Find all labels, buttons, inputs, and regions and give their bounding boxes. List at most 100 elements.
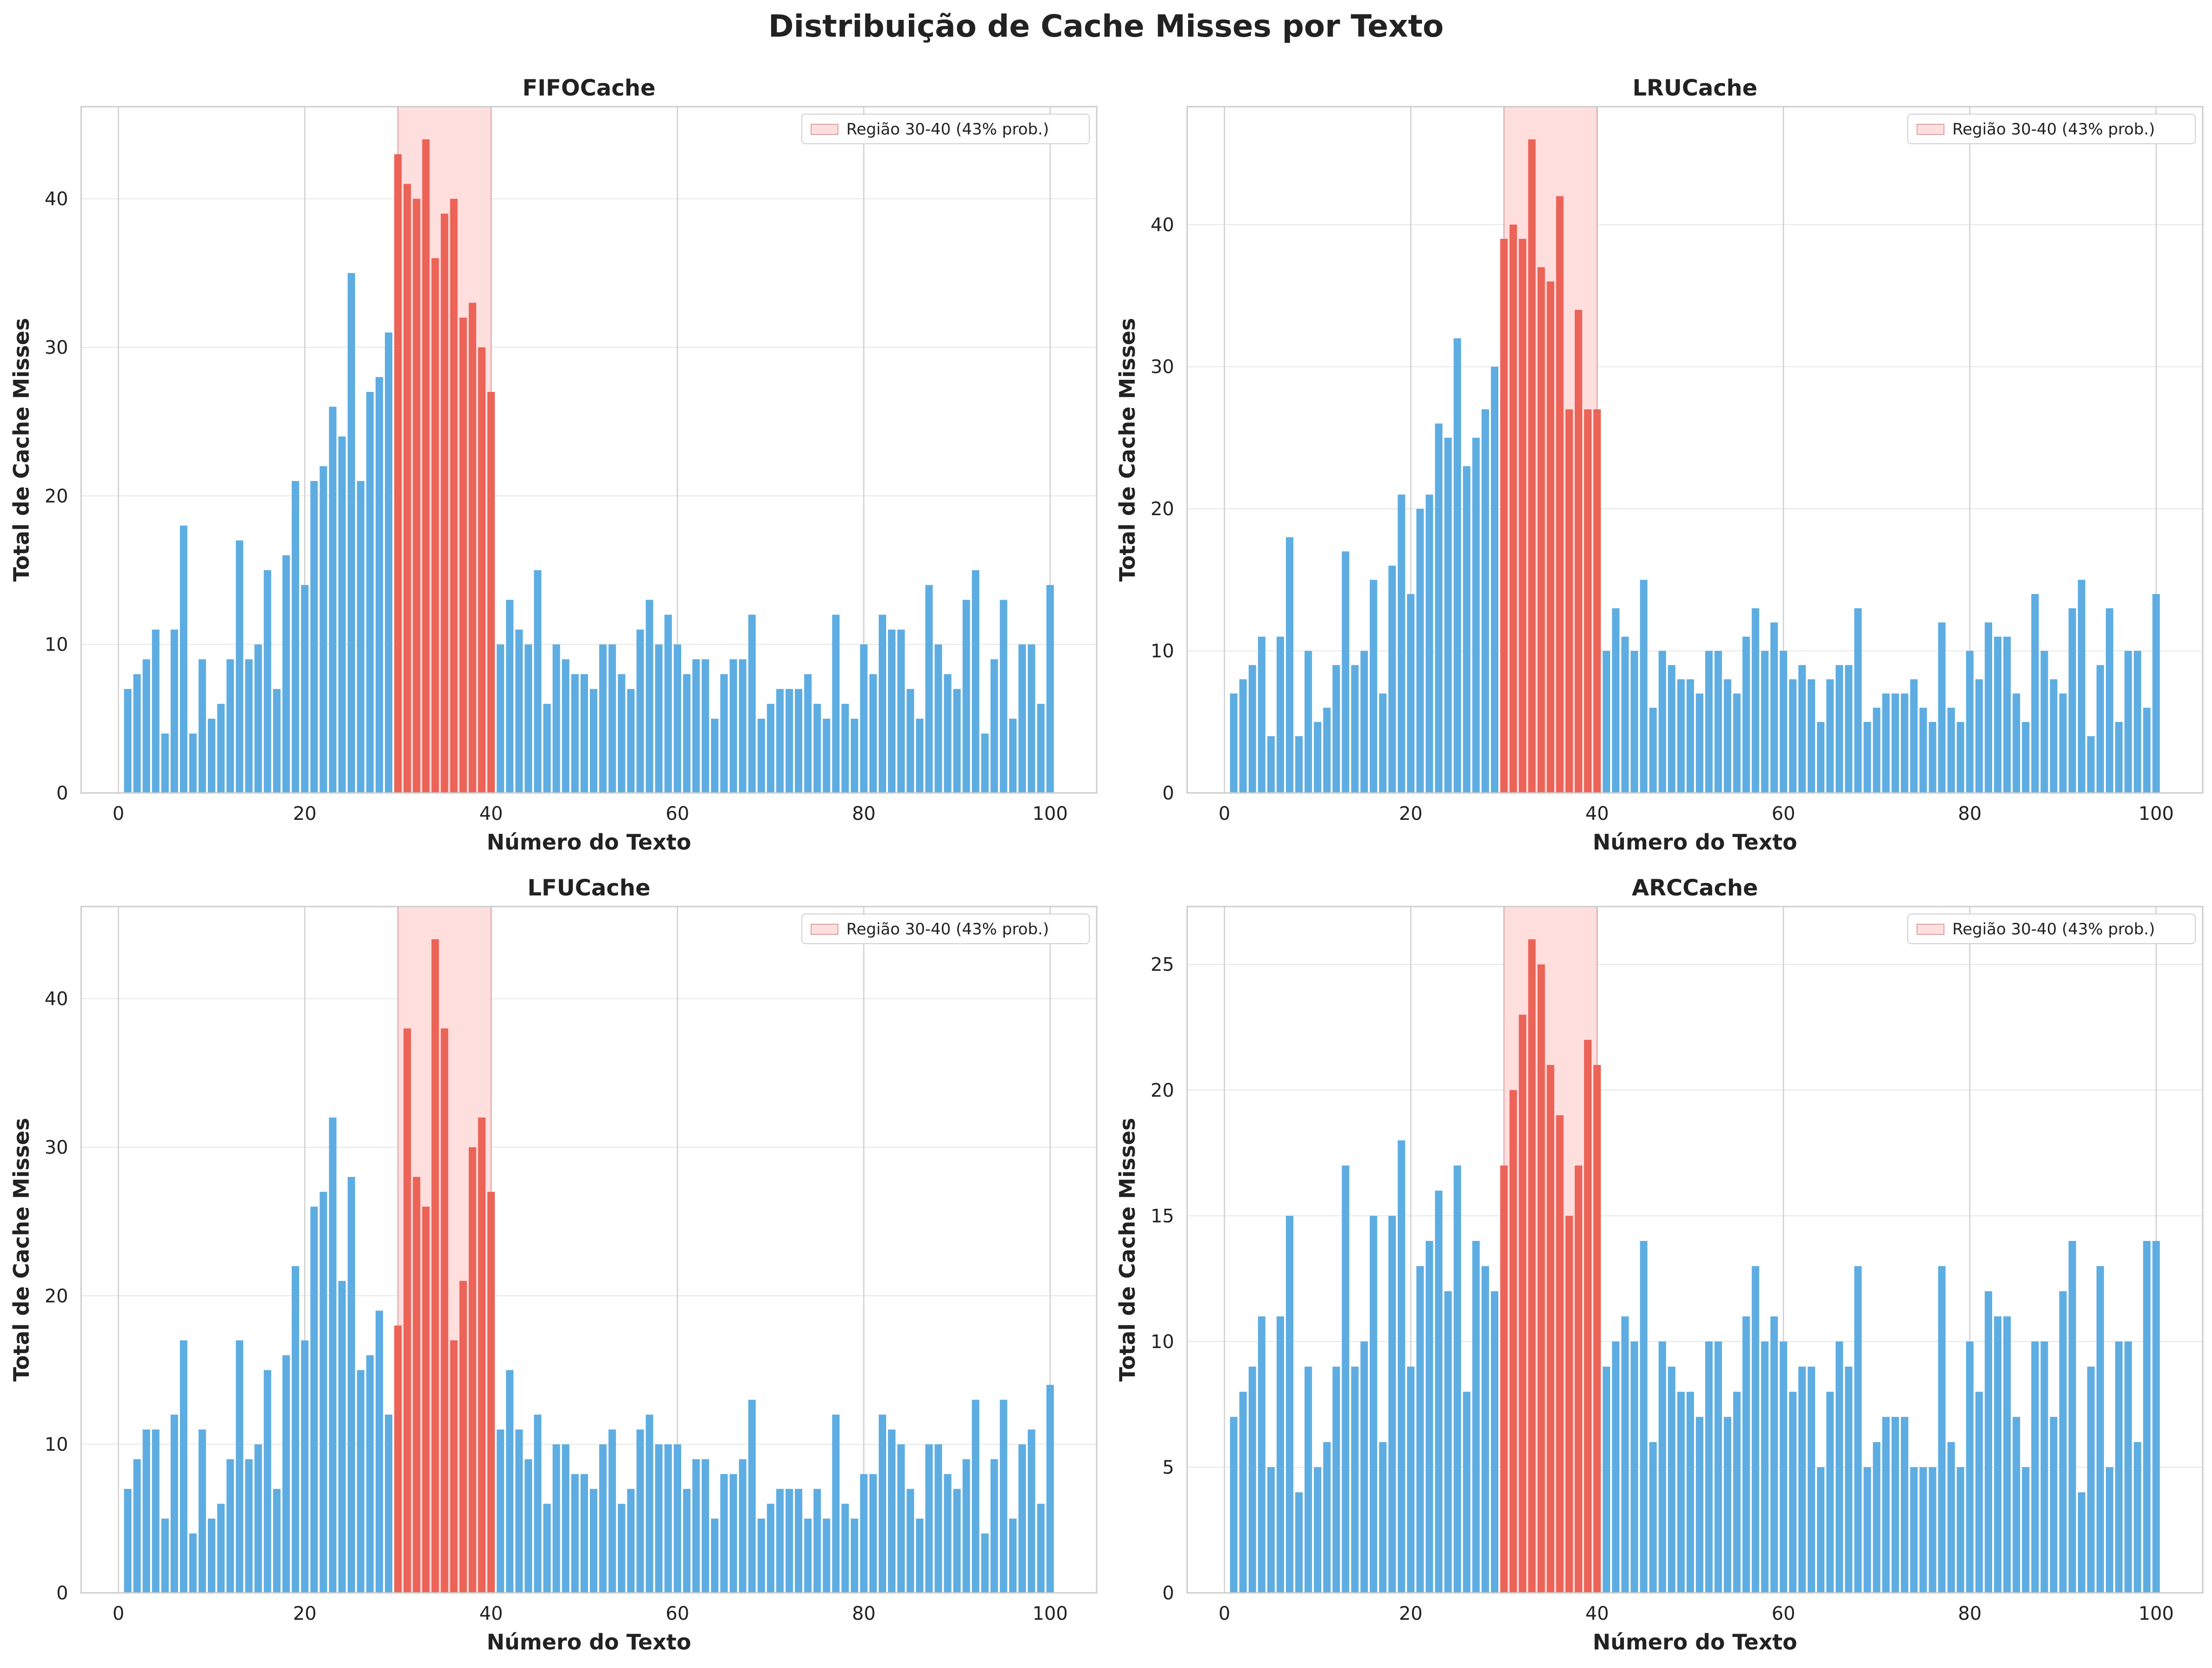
chart-0-ylabel: Total de Cache Misses — [9, 318, 34, 582]
chart-2-bar-28 — [375, 1310, 383, 1593]
chart-1-bar-46 — [1649, 708, 1657, 793]
chart-0-bar-56 — [636, 629, 644, 793]
panel-fifocache: 0 10 20 30 40 0 20 40 60 80 100 FIFOCache Número do … — [0, 65, 1106, 865]
chart-3-bar-39 — [1584, 1040, 1592, 1593]
chart-3-bar-26 — [1463, 1392, 1470, 1593]
chart-2-bar-66 — [729, 1474, 737, 1593]
chart-3-bar-6 — [1276, 1316, 1284, 1593]
chart-0-bar-94 — [990, 659, 998, 793]
chart-2-bar-67 — [739, 1459, 747, 1593]
chart-3-bar-95 — [2106, 1467, 2114, 1593]
chart-1-bar-15 — [1360, 651, 1368, 793]
chart-3-xtick-label: 40 — [1585, 1603, 1609, 1624]
chart-1-bar-26 — [1463, 466, 1470, 793]
chart-3-bar-11 — [1323, 1442, 1331, 1593]
chart-3-ytick-label: 20 — [1151, 1080, 1174, 1101]
chart-3-bar-60 — [1779, 1341, 1787, 1593]
chart-1-bar-65 — [1826, 679, 1834, 793]
chart-0-bar-53 — [608, 644, 616, 793]
chart-1-bar-54 — [1724, 679, 1732, 793]
chart-1-bar-28 — [1481, 409, 1489, 793]
chart-0-bar-92 — [972, 570, 979, 793]
chart-2-bar-84 — [897, 1444, 905, 1593]
chart-1-bar-68 — [1854, 608, 1862, 793]
chart-0-bar-37 — [459, 317, 467, 793]
chart-1-bar-36 — [1556, 196, 1564, 793]
chart-2-bar-36 — [450, 1340, 458, 1593]
chart-0-bar-5 — [161, 733, 169, 793]
chart-3-bar-80 — [1966, 1341, 1974, 1593]
chart-3-bar-83 — [1994, 1316, 2002, 1593]
chart-2-bar-92 — [972, 1400, 979, 1593]
chart-1-bar-45 — [1640, 580, 1648, 793]
chart-3-bar-1 — [1230, 1417, 1238, 1593]
chart-0-axes-frame — [80, 106, 1098, 794]
chart-2-bar-69 — [757, 1518, 765, 1593]
chart-2-xtick-label: 20 — [293, 1603, 317, 1624]
chart-3-bar-84 — [2003, 1316, 2011, 1593]
chart-2-ytick-label: 40 — [45, 989, 68, 1010]
chart-3-bar-5 — [1267, 1467, 1275, 1593]
chart-0-bar-75 — [813, 703, 821, 793]
chart-3-axes-frame — [1186, 906, 2204, 1594]
chart-3-bar-64 — [1817, 1467, 1825, 1593]
chart-1-bar-86 — [2022, 722, 2030, 793]
chart-1-bar-60 — [1779, 651, 1787, 793]
chart-2-bar-80 — [860, 1474, 868, 1593]
chart-2-ytick-label: 0 — [57, 1583, 68, 1604]
chart-0-bar-36 — [450, 198, 458, 793]
chart-3-bar-53 — [1714, 1341, 1722, 1593]
chart-2-bar-21 — [310, 1207, 318, 1593]
chart-2-bar-40 — [487, 1192, 495, 1593]
chart-3-bar-12 — [1332, 1367, 1340, 1593]
chart-2-bar-20 — [301, 1340, 309, 1593]
chart-3-bar-27 — [1472, 1241, 1480, 1593]
chart-1-bar-95 — [2106, 608, 2114, 793]
chart-1-bar-97 — [2124, 651, 2132, 793]
chart-1-bar-53 — [1714, 651, 1722, 793]
chart-3-bar-96 — [2115, 1341, 2123, 1593]
chart-2-bar-78 — [841, 1503, 849, 1593]
chart-2-bar-82 — [878, 1414, 886, 1593]
chart-0-legend-label: Região 30-40 (43% prob.) — [846, 120, 1049, 139]
chart-3-bar-13 — [1342, 1165, 1349, 1593]
chart-0-bar-26 — [357, 481, 364, 793]
chart-2-bar-18 — [282, 1355, 290, 1593]
chart-3-bar-79 — [1956, 1467, 1964, 1593]
chart-0-bar-81 — [869, 674, 877, 793]
chart-3-ytick-label: 15 — [1151, 1206, 1174, 1227]
chart-1-xtick-label: 0 — [1219, 803, 1230, 824]
chart-0-bar-59 — [664, 614, 672, 793]
chart-2-bar-89 — [944, 1474, 952, 1593]
chart-0-bar-60 — [673, 644, 681, 793]
chart-1-bar-44 — [1630, 651, 1638, 793]
chart-3-bar-20 — [1407, 1367, 1415, 1593]
chart-2-bar-97 — [1018, 1444, 1026, 1593]
chart-3-bar-45 — [1640, 1241, 1648, 1593]
chart-0-bar-10 — [208, 718, 216, 793]
chart-1-bar-79 — [1956, 722, 1964, 793]
chart-0-bar-35 — [441, 213, 448, 793]
chart-3-ytick-label: 25 — [1151, 954, 1174, 976]
chart-2-legend-swatch — [811, 924, 838, 935]
chart-1-ylabel: Total de Cache Misses — [1115, 318, 1140, 582]
chart-2-bar-68 — [748, 1400, 756, 1593]
chart-3-bar-75 — [1919, 1467, 1927, 1593]
chart-3-bar-86 — [2022, 1467, 2030, 1593]
chart-1-bar-18 — [1388, 565, 1396, 793]
chart-0-bar-69 — [757, 718, 765, 793]
chart-1-bar-30 — [1500, 238, 1508, 793]
chart-1-bar-93 — [2087, 736, 2095, 793]
chart-2-bar-77 — [832, 1414, 840, 1593]
chart-1-bar-91 — [2068, 608, 2076, 793]
chart-3-bar-58 — [1761, 1341, 1769, 1593]
chart-1-legend-box — [1907, 114, 2196, 144]
chart-3-bar-10 — [1314, 1467, 1322, 1593]
chart-2-legend-box — [801, 914, 1090, 944]
chart-0-bar-72 — [785, 689, 793, 793]
chart-3-bar-55 — [1733, 1392, 1741, 1593]
chart-3-bar-18 — [1388, 1215, 1396, 1593]
chart-3-title: ARCCache — [1632, 875, 1758, 901]
chart-0-xlabel: Número do Texto — [487, 830, 691, 855]
chart-1-bar-42 — [1612, 608, 1620, 793]
